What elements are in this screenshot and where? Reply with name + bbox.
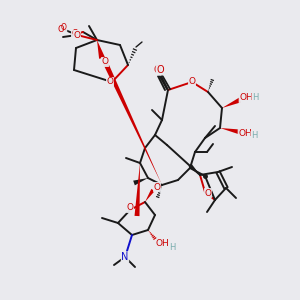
Text: O: O: [58, 26, 64, 34]
Text: O: O: [106, 77, 113, 86]
Polygon shape: [220, 128, 241, 134]
Text: O: O: [61, 23, 67, 32]
Text: O: O: [156, 65, 164, 75]
Text: O: O: [153, 65, 161, 75]
Text: O: O: [71, 29, 79, 38]
Text: OH: OH: [238, 130, 252, 139]
Text: O: O: [74, 31, 80, 40]
Text: H: H: [169, 244, 175, 253]
Polygon shape: [133, 178, 148, 185]
Polygon shape: [103, 61, 162, 185]
Polygon shape: [97, 40, 105, 59]
Polygon shape: [189, 164, 200, 175]
Polygon shape: [145, 189, 155, 202]
Polygon shape: [134, 163, 140, 216]
Text: O: O: [154, 182, 160, 191]
Text: O: O: [188, 77, 196, 86]
Polygon shape: [222, 98, 241, 108]
Text: OH: OH: [239, 94, 253, 103]
Text: H: H: [252, 94, 258, 103]
Text: O: O: [101, 58, 109, 67]
Text: N: N: [121, 252, 129, 262]
Text: OH: OH: [155, 239, 169, 248]
Text: H: H: [251, 131, 257, 140]
Text: O: O: [205, 188, 212, 197]
Text: O: O: [127, 203, 134, 212]
